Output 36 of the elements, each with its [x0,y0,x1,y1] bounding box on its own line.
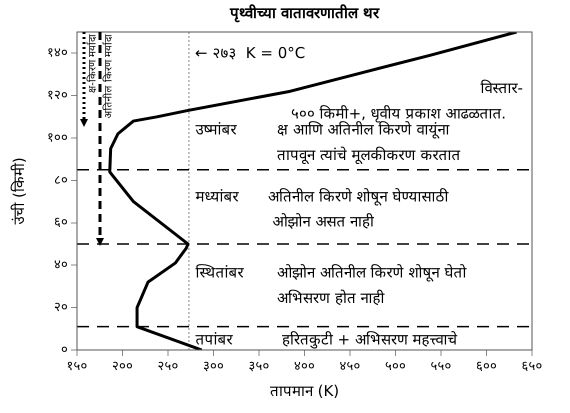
y-tick-label: १४० [47,46,68,61]
x-tick-label: ५०० [385,359,406,374]
annotation: अभिसरण होत नाही [277,289,386,308]
annotation: अतिनील किरण मर्यादा [102,34,114,118]
annotation: तापवून त्यांचे मूलकीकरण करतात [277,146,461,165]
annotation: उष्मांबर [195,120,238,138]
y-tick-label: २० [54,300,68,315]
annotation: हरितकुटी + अभिसरण महत्त्वाचे [282,330,458,350]
x-tick-label: ४५० [340,359,360,374]
chart-title: पृथ्वीच्या वातावरणातील थर [228,4,380,23]
y-tick-label: १०० [47,130,68,146]
annotation: तपांबर [195,330,234,348]
x-tick-label: ४०० [294,359,315,374]
y-tick-label: ४० [54,258,68,273]
x-tick-label: २५० [158,359,178,374]
y-axis-title: उंची (किमी) [10,157,28,225]
annotation: मध्यांबर [195,187,240,206]
annotation: क्ष-किरण मर्यादा [86,34,98,93]
x-tick-label: ५५० [430,359,452,374]
annotation: ओझोन अतिनील किरणे शोषून घेतो [277,264,468,283]
annotation: ओझोन असत नाही [272,212,376,231]
annotation: विस्तार- [480,79,523,98]
y-tick-label: १२० [47,88,68,103]
x-tick-label: ३५० [248,359,270,374]
annotation: अतिनील किरणे शोषून घेण्यासाठी [268,187,450,206]
x-tick-label: १५० [66,359,88,374]
annotation: स्थितांबर [195,264,244,282]
y-tick-label: ६० [54,215,68,230]
y-tick-label: ८० [54,172,68,188]
x-axis-title: तापमान (K) [270,382,340,400]
ref-line-label: ← २७३ K = 0°C [194,44,306,62]
x-tick-label: ६०० [476,359,497,374]
x-tick-label: २०० [112,359,133,374]
x-tick-label: ३०० [203,359,224,374]
y-tick-label: ० [61,342,68,358]
x-tick-label: ६५० [522,359,542,374]
